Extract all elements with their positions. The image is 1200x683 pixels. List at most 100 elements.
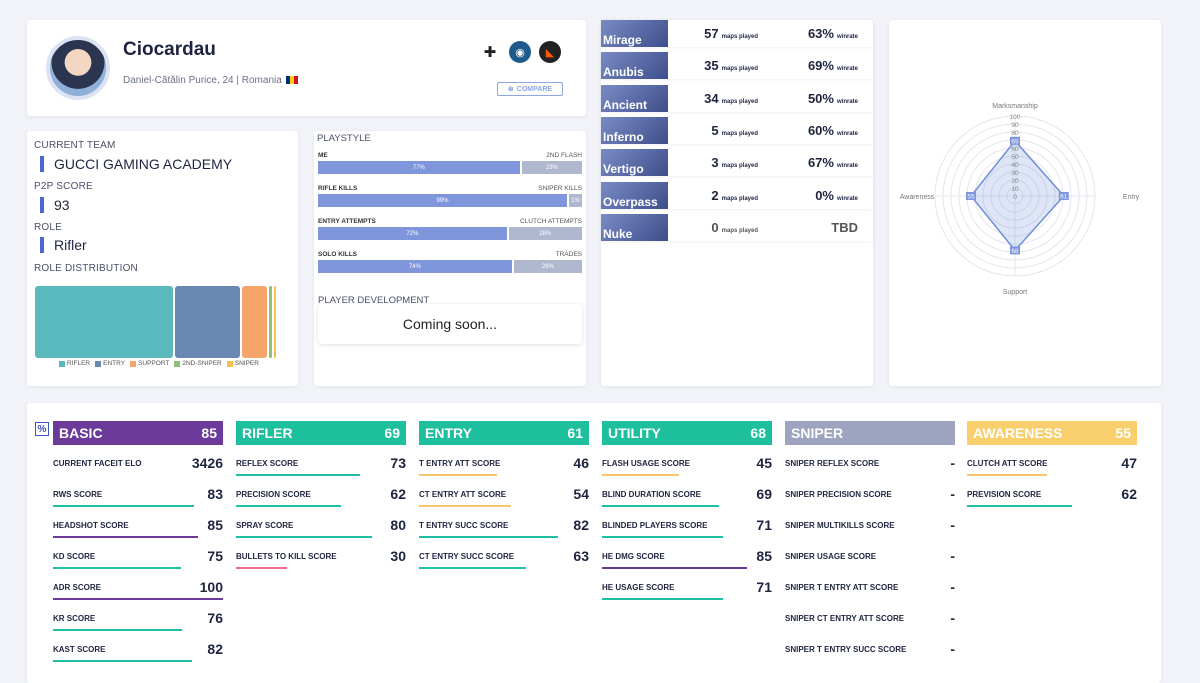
stat-label: RWS SCORE (53, 490, 103, 499)
playstyle-row: SOLO KILLS TRADES 74% 26% (318, 251, 582, 273)
map-row-nuke[interactable]: Nuke 0 maps played TBD (601, 213, 873, 241)
maps-played-label: maps played (721, 34, 758, 40)
current-team-label: CURRENT TEAM (34, 140, 116, 151)
compare-button[interactable]: ⊛ COMPARE (497, 82, 563, 96)
role-segment-entry (175, 286, 241, 358)
stat-value: 46 (573, 455, 589, 471)
role-distribution-legend: RIFLER ENTRY SUPPORT 2ND-SNIPER SNIPER (59, 360, 259, 367)
stats-column-rifler: RIFLER 69 REFLEX SCORE 73 PRECISION SCORE 62 S… (236, 421, 406, 569)
map-row-mirage[interactable]: Mirage 57 maps played 63% winrate (601, 20, 873, 47)
map-thumbnail: Inferno (601, 116, 668, 144)
stat-progress-bar (53, 598, 223, 600)
map-row-anubis[interactable]: Anubis 35 maps played 69% winrate (601, 52, 873, 80)
playstyle-left-bar: 77% (318, 161, 520, 174)
playstyle-left-bar: 72% (318, 227, 507, 240)
stat-value: 82 (573, 517, 589, 533)
stats-column-score: 55 (1115, 425, 1131, 441)
stat-row: T ENTRY ATT SCORE 46 (419, 452, 589, 476)
stat-label: CT ENTRY SUCC SCORE (419, 552, 515, 561)
winrate-value: 50% (807, 90, 834, 106)
map-name: Nuke (603, 226, 633, 241)
playstyle-right-bar: 28% (508, 227, 582, 240)
p2p-score-value: 93 (40, 197, 70, 213)
steam-icon[interactable]: ◉ (509, 41, 531, 63)
stat-label: SNIPER USAGE SCORE (785, 552, 877, 561)
stat-label: KR SCORE (53, 614, 96, 623)
radar-tick-label: 50 (1011, 154, 1019, 161)
playstyle-right-label: CLUTCH ATTEMPTS (520, 218, 582, 225)
maps-played-label: maps played (721, 98, 758, 105)
stat-label: T ENTRY ATT SCORE (419, 459, 501, 468)
stat-row: BLINDED PLAYERS SCORE 71 (602, 514, 772, 538)
stats-column-awareness: AWARENESS 55 CLUTCH ATT SCORE 47 PREVISION S… (967, 421, 1137, 507)
playstyle-right-label: SNIPER KILLS (538, 185, 582, 192)
map-thumbnail: Ancient (601, 84, 668, 112)
percent-toggle-icon[interactable]: % (35, 422, 49, 436)
role-value: Rifler (40, 237, 87, 253)
stat-value: 75 (207, 548, 223, 564)
playstyle-title: PLAYSTYLE (317, 133, 371, 144)
maps-played-label: maps played (721, 130, 758, 137)
stat-row: KR SCORE 76 (53, 607, 223, 631)
stat-progress-bar (236, 536, 372, 538)
role-distribution-label: ROLE DISTRIBUTION (34, 263, 138, 274)
stats-column-title: AWARENESS (973, 425, 1063, 441)
stats-column-score: 68 (750, 425, 766, 441)
stat-progress-bar (602, 505, 720, 507)
stat-row: SNIPER REFLEX SCORE - (785, 452, 955, 476)
stats-column-header: AWARENESS 55 (967, 421, 1137, 445)
map-thumbnail: Mirage (601, 20, 668, 47)
player-name: Ciocardau (123, 39, 216, 60)
map-thumbnail: Nuke (601, 213, 668, 241)
playstyle-right-label: TRADES (555, 251, 582, 258)
playstyle-left-bar: 99% (318, 194, 567, 207)
map-row-inferno[interactable]: Inferno 5 maps played 60% winrate (601, 116, 873, 144)
compare-icon: ⊛ (507, 86, 514, 93)
stat-label: SNIPER REFLEX SCORE (785, 459, 880, 468)
stat-row: BULLETS TO KILL SCORE 30 (236, 545, 406, 569)
stat-progress-bar (236, 567, 287, 569)
map-thumbnail: Vertigo (601, 149, 668, 177)
stat-label: PRECISION SCORE (236, 490, 311, 499)
role-segment-support (242, 286, 268, 358)
avatar (46, 36, 110, 100)
maps-played-label: maps played (721, 163, 758, 170)
map-row-ancient[interactable]: Ancient 34 maps played 50% winrate (601, 84, 873, 112)
faceit-icon[interactable]: ◣ (539, 41, 561, 63)
stat-value: 82 (207, 641, 223, 657)
stat-row: KD SCORE 75 (53, 545, 223, 569)
stat-progress-bar (602, 536, 723, 538)
map-row-vertigo[interactable]: Vertigo 3 maps played 67% winrate (601, 149, 873, 177)
radar-tick-label: 80 (1011, 130, 1019, 137)
role-segment-2nd-sniper (269, 286, 272, 358)
playstyle-left-label: RIFLE KILLS (318, 185, 358, 192)
winrate-value: 0% (815, 187, 834, 203)
playstyle-left-label: ENTRY ATTEMPTS (318, 218, 376, 225)
stat-label: CLUTCH ATT SCORE (967, 459, 1048, 468)
stat-progress-bar (602, 567, 747, 569)
stat-label: SPRAY SCORE (236, 521, 294, 530)
radar-tick-label: 90 (1011, 122, 1019, 129)
stat-value: 54 (573, 486, 589, 502)
stats-column-utility: UTILITY 68 FLASH USAGE SCORE 45 BLIND DURATI… (602, 421, 772, 600)
stat-row: FLASH USAGE SCORE 45 (602, 452, 772, 476)
winrate-label: winrate (836, 66, 858, 73)
stats-column-score: 61 (567, 425, 583, 441)
winrate-value: 63% (807, 26, 834, 41)
stat-value: - (950, 579, 955, 595)
radar-axis-label: Awareness (900, 194, 935, 201)
settings-cross-icon[interactable]: ✚ (479, 41, 501, 63)
stat-row: SNIPER T ENTRY SUCC SCORE - (785, 638, 955, 662)
stat-progress-bar (53, 567, 181, 569)
stat-progress-bar (419, 474, 498, 476)
stat-value: - (950, 486, 955, 502)
stats-column-basic: BASIC 85 CURRENT FACEIT ELO 3426 RWS SCORE 83… (53, 421, 223, 662)
stat-row: CT ENTRY ATT SCORE 54 (419, 483, 589, 507)
maps-played-value: 35 (704, 58, 719, 74)
radar-chart: 1009080706050403020100MarksmanshipEntryS… (900, 103, 1140, 296)
stat-label: HE DMG SCORE (602, 552, 665, 561)
stat-progress-bar (53, 505, 195, 507)
map-row-overpass[interactable]: Overpass 2 maps played 0% winrate (601, 181, 873, 209)
maps-played-value: 57 (704, 26, 719, 41)
stat-value: 71 (756, 579, 772, 595)
